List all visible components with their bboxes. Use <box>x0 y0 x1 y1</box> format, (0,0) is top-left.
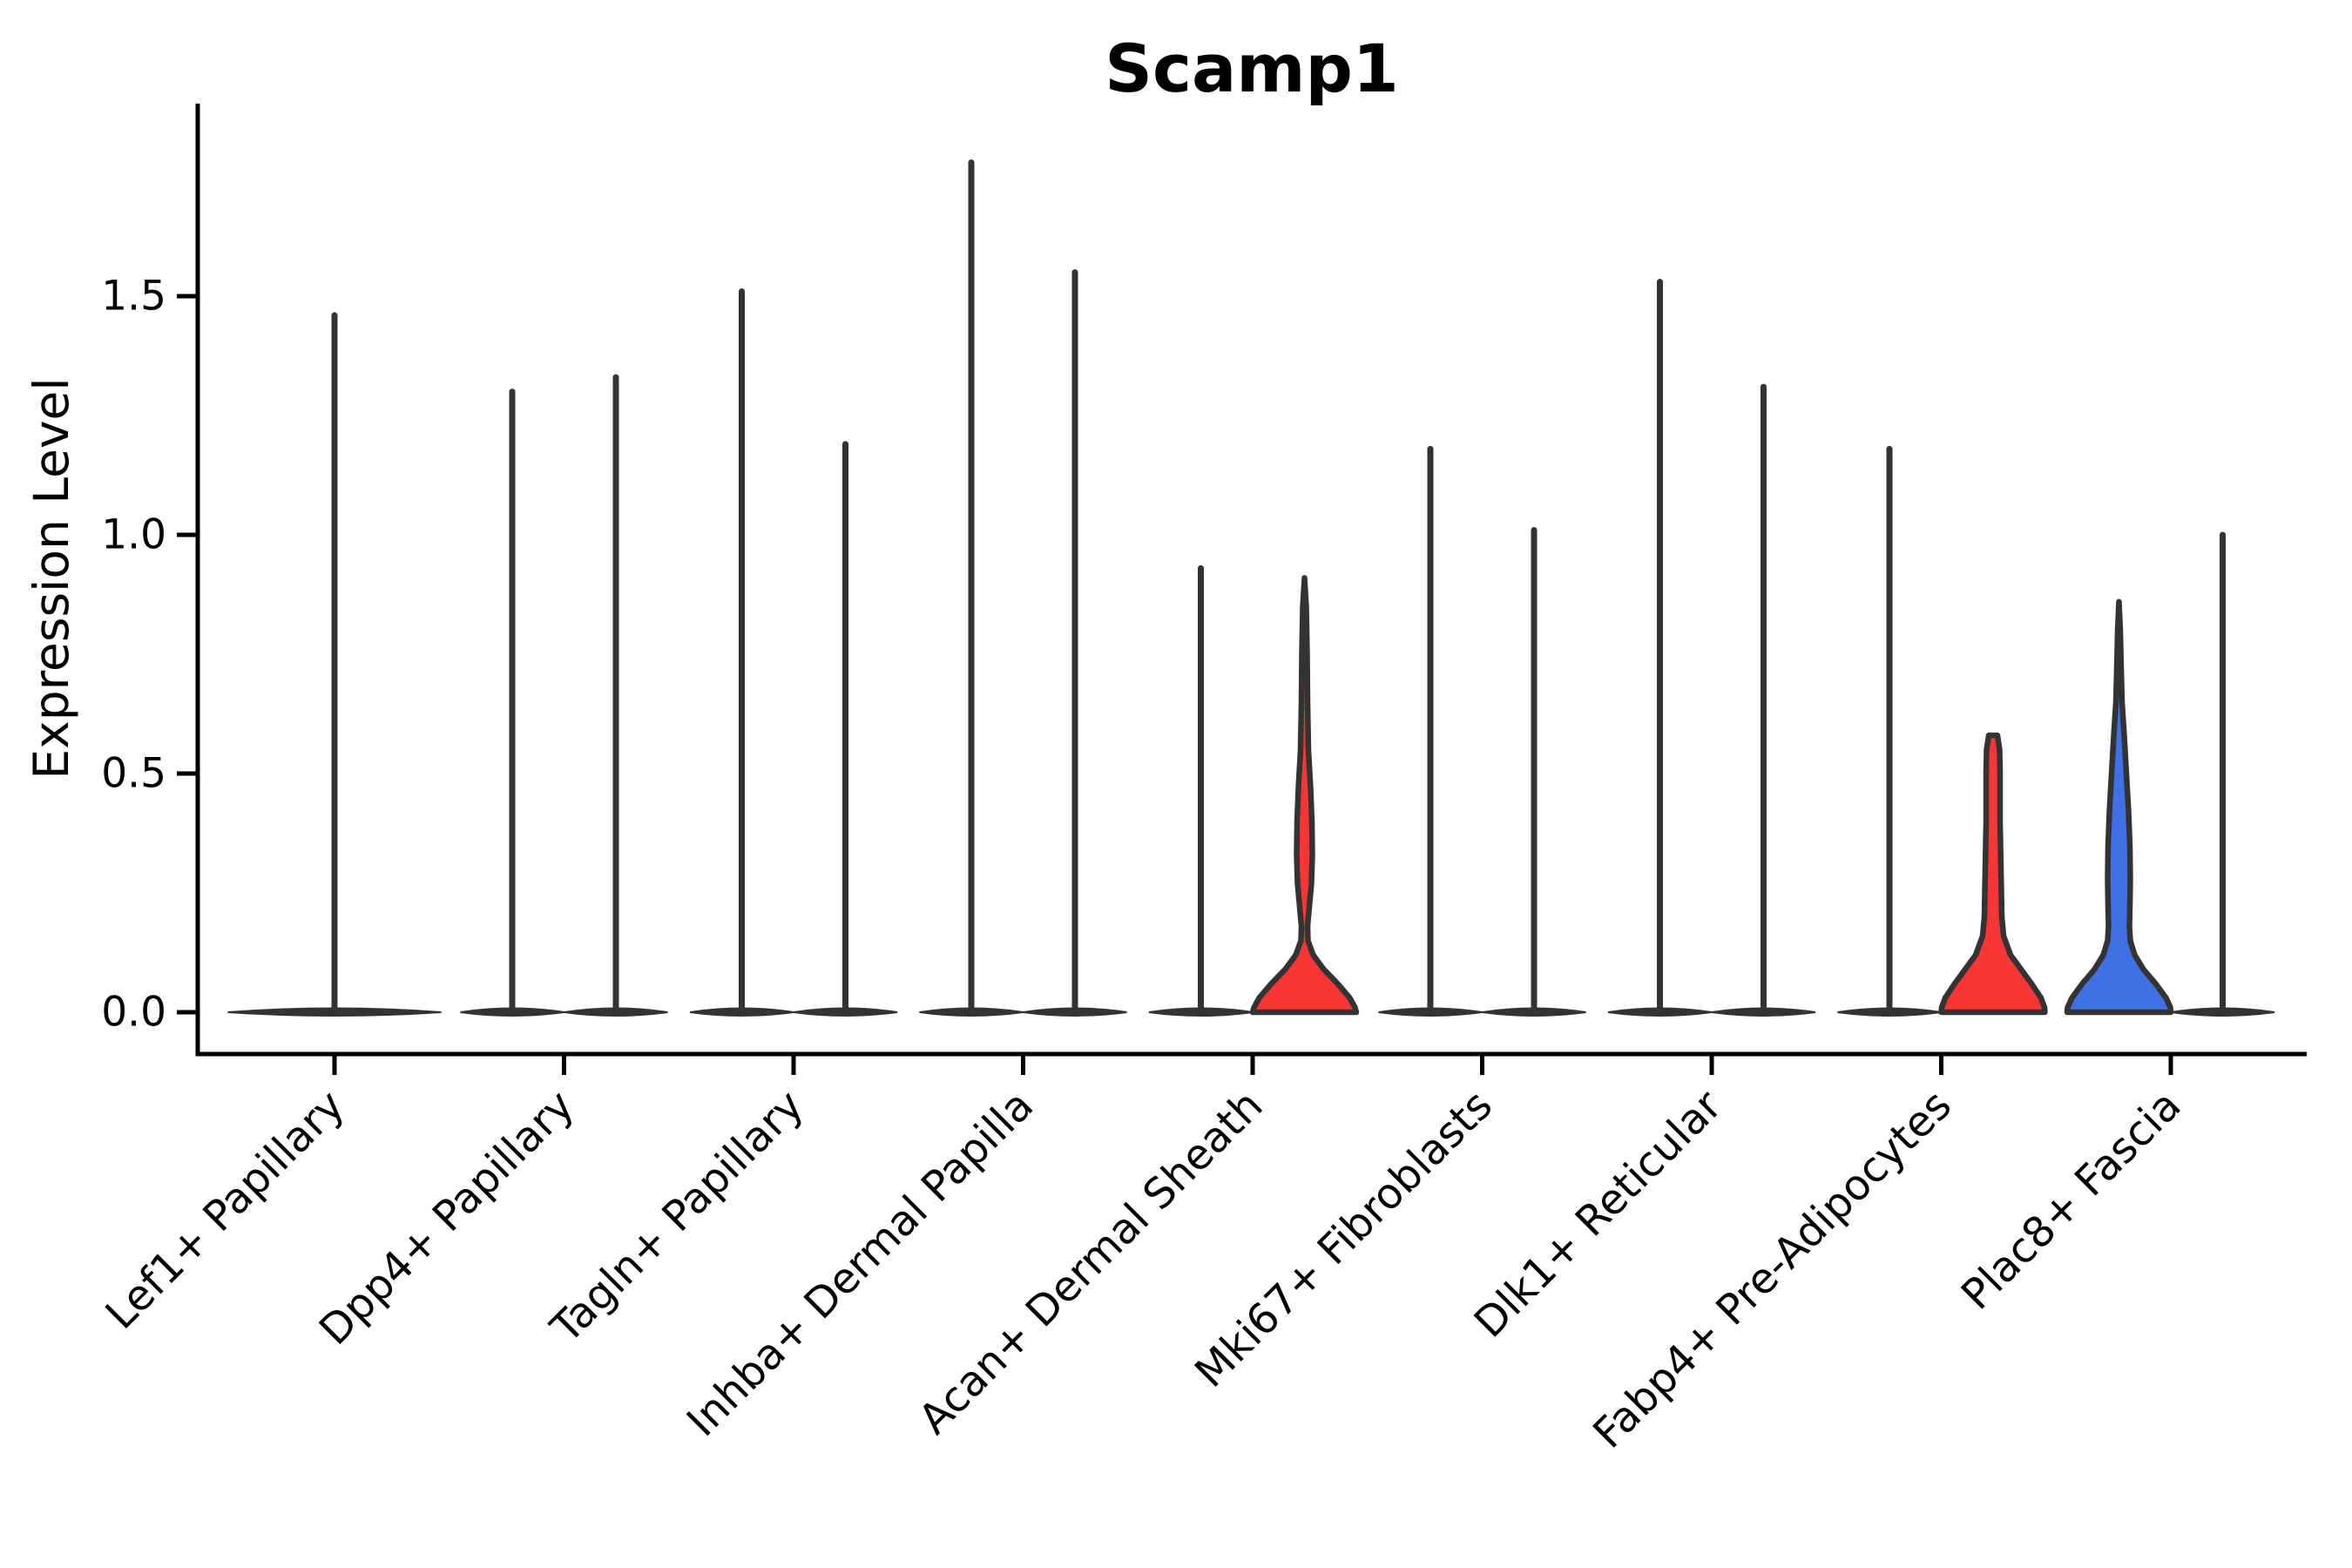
y-tick-label-0.5: 0.5 <box>101 750 166 798</box>
x-tick-label-plac8-fascia: Plac8+ Fascia <box>1952 1081 2191 1320</box>
chart-title: Scamp1 <box>1105 30 1399 107</box>
y-tick-label-1.5: 1.5 <box>101 273 166 321</box>
violin-acan-dermal-sheath-2 <box>1249 575 1360 1016</box>
x-tick-label-dlk1-reticular: Dlk1+ Reticular <box>1465 1081 1732 1348</box>
x-tick-label-tagln-papillary: Tagln+ Papillary <box>541 1081 813 1353</box>
violin-plac8-fascia-1 <box>2064 598 2174 1016</box>
x-tick-label-lef1-papillary: Lef1+ Papillary <box>97 1081 355 1339</box>
y-axis-label: Expression Level <box>24 377 79 779</box>
y-tick-label-1.0: 1.0 <box>101 511 166 559</box>
y-tick-label-0.0: 0.0 <box>101 989 166 1037</box>
x-tick-label-dpp4-papillary: Dpp4+ Papillary <box>310 1081 584 1355</box>
violin-fabp4-pre-adipocytes-2 <box>1938 732 2048 1016</box>
